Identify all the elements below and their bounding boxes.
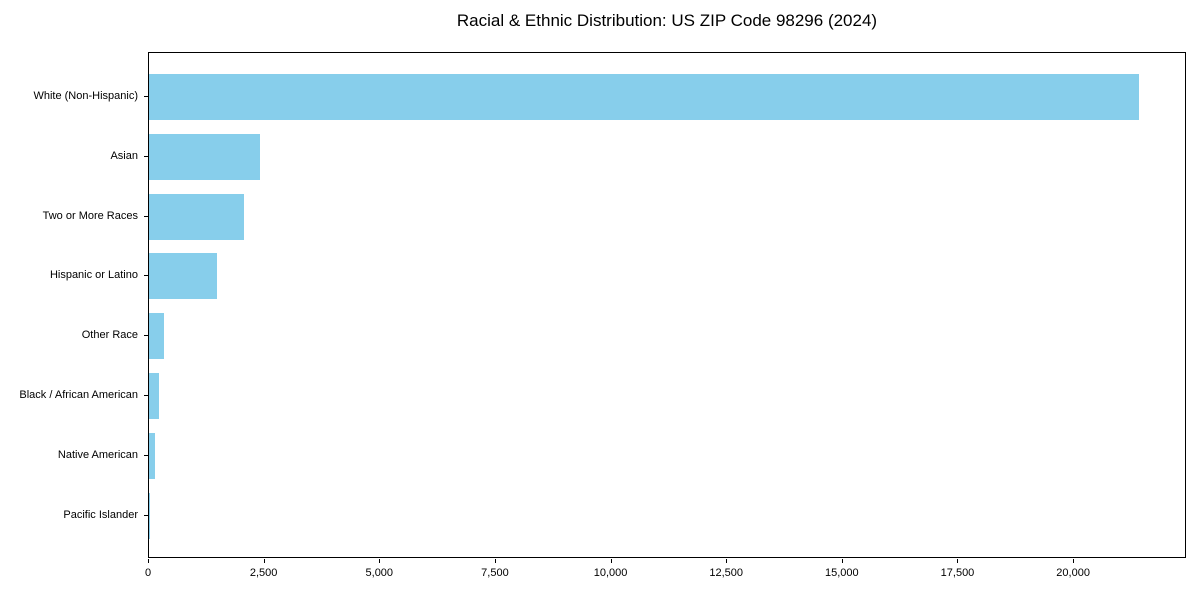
y-tick-label: Two or More Races [42,209,138,222]
chart-title: Racial & Ethnic Distribution: US ZIP Cod… [456,11,878,30]
x-tick-mark [957,559,959,563]
plot-area [148,52,1186,558]
y-tick-mark [144,335,148,337]
x-tick-label: 2,500 [249,567,278,579]
x-tick-mark [494,559,496,563]
y-tick-mark [144,514,148,516]
bar [149,373,159,419]
y-tick-mark [144,215,148,217]
y-tick-label: Black / African American [19,389,138,401]
x-tick-label: 17,500 [940,567,975,579]
bar [149,432,156,479]
y-tick-mark [144,395,148,396]
bar [149,193,245,240]
y-tick-label: Hispanic or Latino [49,269,138,282]
x-tick-label: 10,000 [593,567,628,579]
bar [149,492,150,539]
bar [149,253,218,300]
y-tick-mark [144,96,148,97]
x-tick-mark [1073,559,1075,563]
x-tick-mark [726,559,728,563]
y-tick-label: Pacific Islander [63,508,138,521]
x-tick-label: 12,500 [709,567,744,579]
x-tick-mark [379,559,381,563]
bar [149,74,1139,120]
x-tick-mark [841,559,843,563]
y-tick-mark [144,155,148,157]
y-tick-mark [144,275,148,277]
x-tick-label: 5,000 [365,567,394,579]
x-tick-mark [263,559,265,563]
x-tick-label: 20,000 [1056,567,1090,579]
y-tick-label: Native American [57,448,138,461]
y-tick-label: Other Race [81,329,138,342]
x-tick-label: 7,500 [481,567,509,579]
y-tick-label: White (Non-Hispanic) [33,90,138,102]
bar [149,133,261,180]
y-tick-mark [144,454,148,456]
bar [149,313,165,360]
x-tick-label: 0 [144,567,152,579]
x-tick-mark [148,559,149,563]
y-tick-label: Asian [110,149,138,162]
x-tick-mark [610,559,612,563]
x-tick-label: 15,000 [825,567,859,579]
